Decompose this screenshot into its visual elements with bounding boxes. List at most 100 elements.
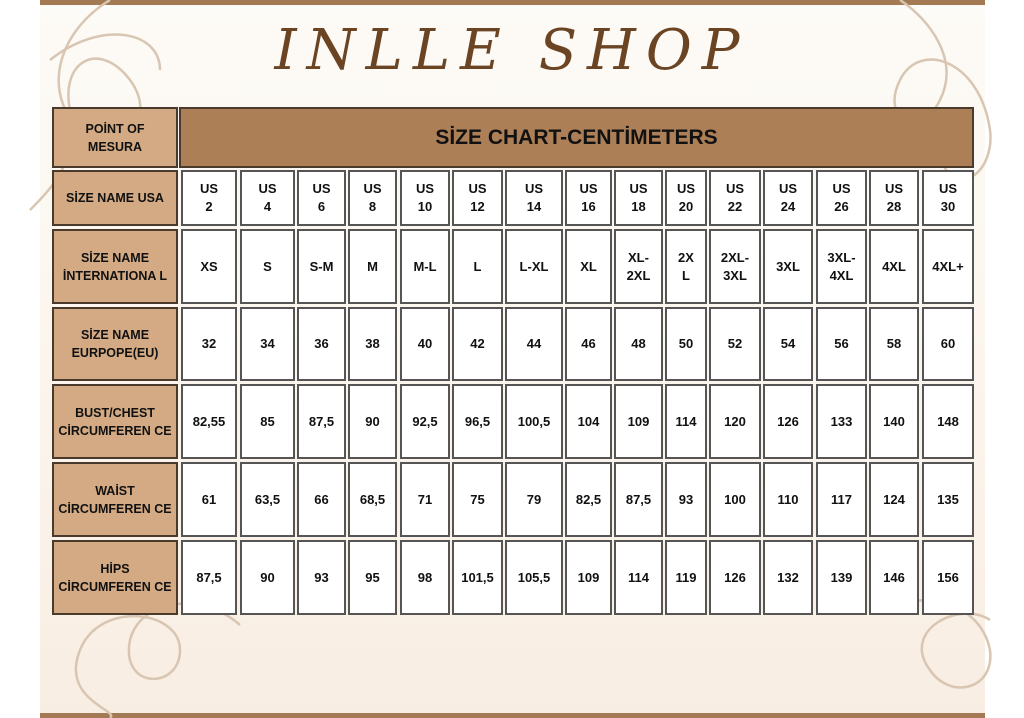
cell-waist: 63,5 (240, 462, 295, 537)
cell-size-eu: 36 (297, 307, 346, 381)
row-label-hips: HİPS CİRCUMFEREN CE (52, 540, 178, 615)
cell-size-usa: US 26 (816, 170, 867, 226)
cell-bust: 90 (348, 384, 397, 459)
cell-size-eu: 40 (400, 307, 450, 381)
cell-size-eu: 34 (240, 307, 295, 381)
bottom-border-bar (40, 713, 985, 718)
cell-bust: 148 (922, 384, 974, 459)
cell-size-international: 4XL+ (922, 229, 974, 304)
cell-size-international: 2X L (665, 229, 707, 304)
cell-size-international: XL- 2XL (614, 229, 663, 304)
cell-bust: 120 (709, 384, 761, 459)
cell-bust: 109 (614, 384, 663, 459)
cell-hips: 109 (565, 540, 612, 615)
cell-hips: 146 (869, 540, 919, 615)
cell-hips: 101,5 (452, 540, 503, 615)
cell-bust: 82,55 (181, 384, 237, 459)
row-label-waist: WAİST CİRCUMFEREN CE (52, 462, 178, 537)
row-label-bust: BUST/CHEST CİRCUMFEREN CE (52, 384, 178, 459)
cell-size-international: 4XL (869, 229, 919, 304)
cell-size-eu: 48 (614, 307, 663, 381)
chart-title: SİZE CHART-CENTİMETERS (179, 107, 974, 168)
cell-size-usa: US 22 (709, 170, 761, 226)
cell-bust: 100,5 (505, 384, 563, 459)
row-label-size-eu: SİZE NAME EURPOPE(EU) (52, 307, 178, 381)
cell-size-usa: US 10 (400, 170, 450, 226)
cell-bust: 85 (240, 384, 295, 459)
cell-bust: 126 (763, 384, 813, 459)
cell-bust: 114 (665, 384, 707, 459)
cell-size-international: XS (181, 229, 237, 304)
cell-size-international: 2XL- 3XL (709, 229, 761, 304)
cell-size-eu: 60 (922, 307, 974, 381)
cell-hips: 98 (400, 540, 450, 615)
cell-size-international: XL (565, 229, 612, 304)
cell-waist: 124 (869, 462, 919, 537)
corner-label: POİNT OF MESURA (52, 107, 178, 168)
cell-size-international: L (452, 229, 503, 304)
cell-waist: 110 (763, 462, 813, 537)
cell-size-usa: US 12 (452, 170, 503, 226)
cell-size-eu: 46 (565, 307, 612, 381)
cell-bust: 92,5 (400, 384, 450, 459)
cell-size-usa: US 24 (763, 170, 813, 226)
cell-waist: 82,5 (565, 462, 612, 537)
cell-size-usa: US 20 (665, 170, 707, 226)
cell-bust: 96,5 (452, 384, 503, 459)
cell-hips: 114 (614, 540, 663, 615)
cell-size-usa: US 30 (922, 170, 974, 226)
cell-size-usa: US 2 (181, 170, 237, 226)
cell-waist: 135 (922, 462, 974, 537)
cell-waist: 87,5 (614, 462, 663, 537)
cell-size-international: 3XL (763, 229, 813, 304)
cell-size-international: M-L (400, 229, 450, 304)
cell-size-eu: 52 (709, 307, 761, 381)
row-label-size-international: SİZE NAME İNTERNATIONA L (52, 229, 178, 304)
cell-hips: 126 (709, 540, 761, 615)
cell-bust: 133 (816, 384, 867, 459)
cell-waist: 93 (665, 462, 707, 537)
cell-hips: 132 (763, 540, 813, 615)
cell-hips: 105,5 (505, 540, 563, 615)
cell-waist: 61 (181, 462, 237, 537)
cell-size-usa: US 8 (348, 170, 397, 226)
cell-hips: 90 (240, 540, 295, 615)
cell-hips: 93 (297, 540, 346, 615)
cell-size-international: 3XL- 4XL (816, 229, 867, 304)
cell-size-usa: US 6 (297, 170, 346, 226)
cell-size-usa: US 18 (614, 170, 663, 226)
cell-hips: 87,5 (181, 540, 237, 615)
cell-waist: 100 (709, 462, 761, 537)
cell-size-eu: 50 (665, 307, 707, 381)
cell-size-eu: 58 (869, 307, 919, 381)
cell-bust: 104 (565, 384, 612, 459)
cell-size-eu: 38 (348, 307, 397, 381)
cell-size-usa: US 28 (869, 170, 919, 226)
cell-size-usa: US 4 (240, 170, 295, 226)
top-border-bar (40, 0, 985, 5)
cell-hips: 95 (348, 540, 397, 615)
cell-waist: 79 (505, 462, 563, 537)
cell-size-eu: 42 (452, 307, 503, 381)
cell-bust: 140 (869, 384, 919, 459)
cell-hips: 119 (665, 540, 707, 615)
cell-size-usa: US 14 (505, 170, 563, 226)
cell-size-international: L-XL (505, 229, 563, 304)
cell-size-eu: 44 (505, 307, 563, 381)
cell-hips: 156 (922, 540, 974, 615)
cell-size-eu: 54 (763, 307, 813, 381)
cell-bust: 87,5 (297, 384, 346, 459)
cell-size-eu: 32 (181, 307, 237, 381)
cell-hips: 139 (816, 540, 867, 615)
cell-waist: 71 (400, 462, 450, 537)
shop-logo-title: INLLE SHOP (274, 18, 750, 83)
cell-waist: 117 (816, 462, 867, 537)
cell-size-international: M (348, 229, 397, 304)
cell-size-international: S-M (297, 229, 346, 304)
cell-waist: 75 (452, 462, 503, 537)
cell-size-usa: US 16 (565, 170, 612, 226)
cell-waist: 66 (297, 462, 346, 537)
cell-size-international: S (240, 229, 295, 304)
row-label-size-usa: SİZE NAME USA (52, 170, 178, 226)
cell-size-eu: 56 (816, 307, 867, 381)
